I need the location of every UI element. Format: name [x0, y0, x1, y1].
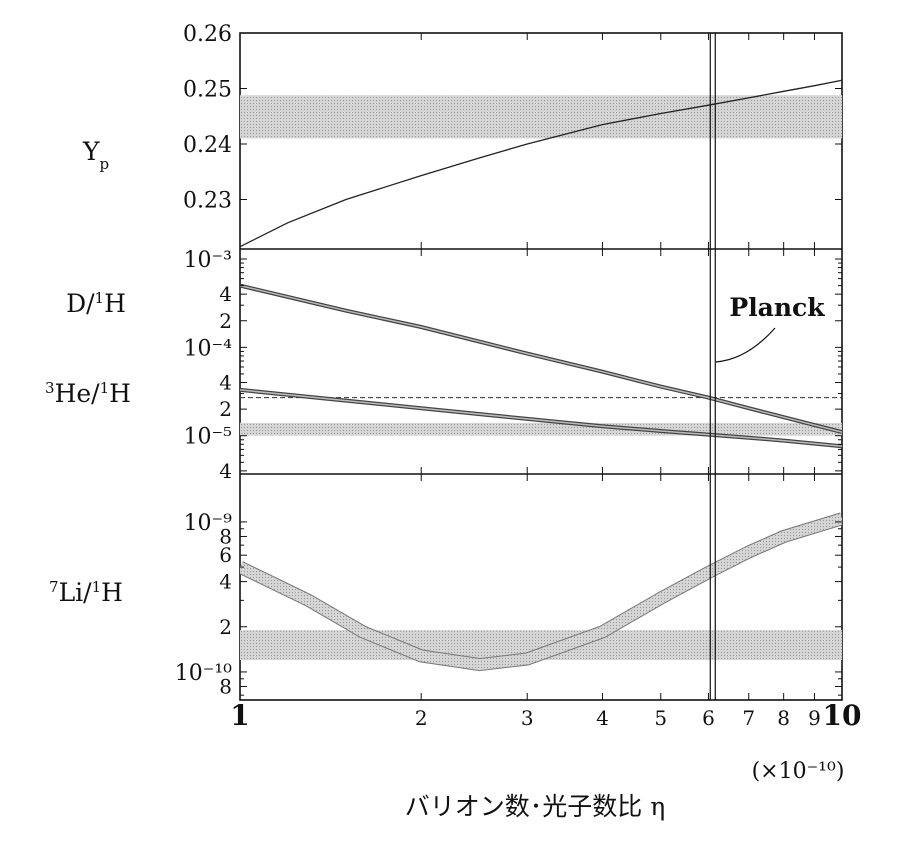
y-tick-label: 6 — [219, 543, 232, 567]
deuterium-curve-core — [240, 284, 842, 433]
y-tick-label: 8 — [219, 524, 232, 548]
x-tick-label: 5 — [654, 706, 667, 730]
li7-band-fill — [240, 513, 842, 671]
x-tick-label: 4 — [596, 706, 609, 730]
y-tick-label: 10⁻⁵ — [184, 425, 232, 450]
x-axis-label: バリオン数･光子数比 η — [405, 792, 665, 821]
y-tick-label: 0.23 — [183, 189, 232, 214]
x-tick-label: 1 — [230, 699, 249, 732]
planck-leader-line — [715, 327, 776, 363]
y-tick-label: 10⁻⁴ — [184, 336, 233, 361]
y-tick-label: 8 — [219, 674, 232, 698]
y-tick-label: 10⁻⁹ — [184, 511, 233, 536]
y-tick-label: 2 — [219, 309, 232, 333]
x-tick-label: 8 — [777, 706, 790, 730]
helium4-curve — [240, 79, 842, 248]
x-tick-label: 7 — [742, 706, 755, 730]
ylabel-deuterium-part: D/ — [66, 289, 95, 318]
observed-band — [240, 95, 842, 139]
ylabel-lithium7-part: 1 — [92, 578, 102, 596]
ylabel-lithium7-part: 7 — [49, 578, 59, 596]
y-tick-label: 4 — [219, 282, 232, 306]
ylabel-helium3-part: H — [109, 379, 131, 408]
y-tick-label: 0.25 — [183, 78, 232, 103]
ylabel-helium3-part: He/ — [55, 379, 101, 408]
ylabel-helium3: 3He/1H — [45, 379, 131, 408]
x-multiplier-label: (×10⁻¹⁰) — [752, 759, 845, 784]
ylabel-deuterium: D/1H — [66, 289, 126, 318]
helium3-curve-core — [240, 389, 842, 447]
ylabel-lithium7: 7Li/1H — [49, 578, 123, 607]
y-tick-label: 2 — [219, 397, 232, 421]
ylabel-helium3-part: 1 — [100, 379, 110, 397]
x-tick-label: 3 — [521, 706, 534, 730]
y-tick-label: 10⁻³ — [184, 248, 232, 273]
ylabel-lithium7-part: Li/ — [59, 578, 93, 607]
x-tick-label: 2 — [415, 706, 428, 730]
panel-1 — [240, 79, 842, 248]
y-tick-label: 0.26 — [183, 22, 232, 47]
x-tick-label: 10 — [823, 699, 862, 732]
y-tick-label: 2 — [219, 615, 232, 639]
y-tick-label: 10⁻¹⁰ — [175, 661, 232, 686]
ylabel-helium3-part: 3 — [45, 379, 55, 397]
ylabel-yp-part: Y — [82, 137, 100, 166]
panel-2 — [240, 283, 842, 449]
x-tick-label: 6 — [702, 706, 715, 730]
ylabel-deuterium-part: 1 — [95, 289, 105, 307]
y-tick-label: 4 — [219, 459, 232, 483]
ylabel-yp: Yp — [82, 137, 109, 173]
y-tick-label: 0.24 — [183, 133, 232, 158]
y-tick-label: 4 — [219, 371, 232, 395]
panel-3 — [240, 512, 842, 672]
observed-band — [240, 422, 842, 436]
y-tick-label: 4 — [219, 570, 232, 594]
ylabel-deuterium-part: H — [104, 289, 126, 318]
ylabel-yp-part: p — [99, 155, 109, 173]
x-tick-label: 9 — [808, 706, 821, 730]
ylabel-lithium7-part: H — [101, 578, 123, 607]
planck-label: Planck — [729, 293, 825, 322]
